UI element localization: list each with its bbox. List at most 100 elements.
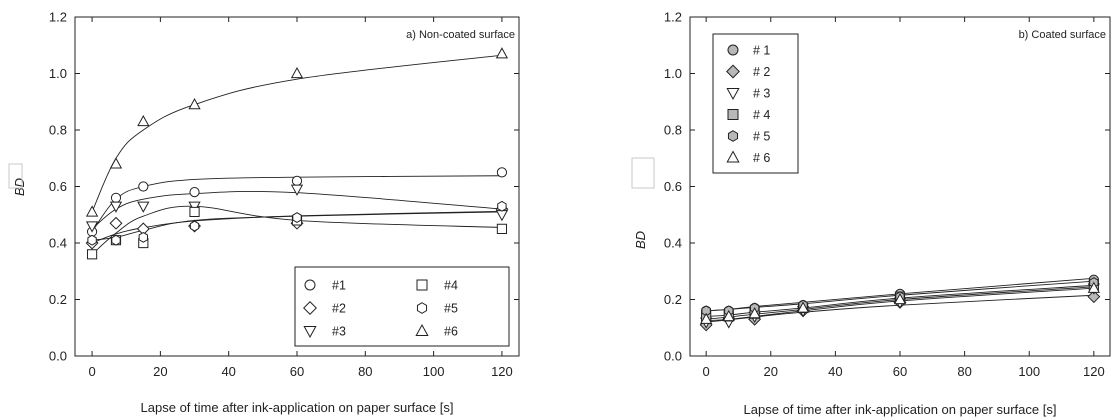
data-point-series-6	[1087, 281, 1100, 293]
y-label-placeholder-box	[8, 163, 23, 189]
x-tick-label: 0	[88, 364, 95, 379]
data-point-series-5	[87, 234, 97, 246]
legend-label-2: # 2	[753, 65, 770, 79]
data-point-series-6	[796, 301, 810, 313]
data-point-series-5	[189, 220, 200, 232]
axis-ticks: 0 20 40 60 80 100 120 0.0 0.2 0.4 0.6 0.8 1.0 1.2	[664, 10, 1110, 379]
legend: #1 #2 #3 #4 #5 #6	[303, 279, 458, 339]
data-point-series-1	[496, 167, 508, 178]
data-point-series-3	[85, 221, 99, 233]
y-tick-label: 0.2	[49, 292, 67, 307]
x-tick-label: 40	[828, 364, 842, 379]
data-point-series-6	[748, 307, 761, 319]
y-tick-label: 0.6	[49, 179, 67, 194]
data-point-series-6	[722, 309, 735, 322]
legend-label-5: #5	[444, 302, 458, 316]
y-axis-label: BD	[12, 178, 27, 196]
panel-annotation: b) Coated surface	[1019, 29, 1106, 41]
legend-label-2: #2	[332, 302, 346, 316]
y-axis-label: BD	[633, 231, 648, 249]
legend-label-4: #4	[444, 279, 458, 293]
data-point-series-1	[189, 187, 200, 198]
data-point-series-6	[85, 205, 99, 217]
legend-label-4: # 4	[753, 108, 770, 122]
legend: # 1 # 2 # 3 # 4 # 5 # 6	[726, 44, 770, 165]
data-point-series-6	[137, 114, 150, 127]
data-point-series-2	[109, 216, 123, 230]
data-point-series-6	[893, 292, 907, 305]
panel-annotation: a) Non-coated surface	[406, 29, 515, 41]
x-tick-label: 0	[703, 364, 710, 379]
data-point-series-3	[495, 210, 509, 222]
data-point-series-6	[700, 312, 713, 324]
y-tick-label: 0.6	[664, 179, 682, 194]
legend-marker-2	[726, 64, 740, 79]
legend-label-6: #6	[444, 325, 458, 339]
legend-label-1: # 1	[753, 44, 770, 58]
y-tick-label: 0.2	[664, 292, 682, 307]
data-point-series-6	[290, 66, 304, 79]
legend-label-3: # 3	[753, 87, 770, 101]
data-point-series-1	[110, 192, 122, 203]
data-point-series-1	[138, 181, 149, 192]
y-tick-label: 1.0	[49, 66, 67, 81]
x-tick-label: 80	[358, 364, 372, 379]
legend-box	[294, 266, 510, 347]
x-axis-label: Lapse of time after ink-application on p…	[744, 402, 1057, 417]
y-tick-label: 0.8	[49, 123, 67, 138]
x-tick-label: 60	[893, 364, 907, 379]
y-tick-label: 0.0	[664, 349, 682, 364]
data-point-series-5	[292, 212, 302, 223]
x-axis-label: Lapse of time after ink-application on p…	[141, 400, 454, 415]
legend-marker-1	[727, 44, 739, 56]
y-tick-label: 0.0	[49, 349, 67, 364]
data-point-series-6	[188, 98, 201, 110]
legend-marker-1	[304, 279, 316, 291]
axis-ticks: 0 20 40 60 80 100 120 0.0 0.2 0.4 0.6 0.8 1.0 1.2	[49, 10, 519, 379]
x-tick-label: 20	[153, 364, 167, 379]
legend-marker-5	[727, 130, 739, 142]
data-point-series-2	[1087, 290, 1101, 304]
x-tick-label: 40	[221, 364, 235, 379]
data-point-series-3	[109, 201, 123, 213]
y-tick-label: 0.4	[49, 236, 67, 251]
legend-label-5: # 5	[753, 130, 770, 144]
legend-marker-3	[303, 326, 317, 339]
x-tick-label: 80	[957, 364, 971, 379]
legend-marker-3	[726, 88, 740, 101]
chart-panel-b: b) Coated surface Lapse of time after in…	[631, 10, 1111, 417]
data-point-series-4	[189, 206, 200, 218]
y-tick-label: 1.2	[49, 10, 67, 25]
y-tick-label: 1.0	[664, 66, 682, 81]
data-point-series-5	[497, 200, 507, 212]
data-point-series-4	[86, 249, 98, 260]
legend-marker-4	[416, 279, 428, 291]
data-point-series-5	[111, 234, 121, 246]
x-tick-label: 20	[764, 364, 778, 379]
x-tick-label: 120	[491, 364, 513, 379]
y-label-placeholder-box	[631, 157, 655, 189]
legend-marker-6	[726, 150, 740, 163]
data-point-series-3	[290, 184, 304, 196]
legend-marker-6	[415, 323, 429, 336]
data-markers	[85, 47, 509, 260]
data-point-series-6	[495, 47, 509, 59]
x-tick-label: 60	[290, 364, 304, 379]
x-tick-label: 100	[1018, 364, 1040, 379]
y-tick-label: 1.2	[664, 10, 682, 25]
legend-marker-2	[303, 301, 317, 315]
data-point-series-3	[137, 201, 150, 213]
y-tick-label: 0.8	[664, 123, 682, 138]
data-markers	[699, 274, 1101, 332]
legend-label-1: #1	[332, 279, 346, 293]
y-tick-label: 0.4	[664, 236, 682, 251]
legend-label-3: #3	[332, 325, 346, 339]
legend-marker-4	[727, 109, 739, 120]
chart-panel-a: a) Non-coated surface Lapse of time afte…	[8, 10, 520, 415]
x-tick-label: 100	[423, 364, 445, 379]
legend-box	[712, 33, 799, 174]
data-point-series-5	[138, 231, 148, 243]
data-point-series-1	[291, 175, 303, 186]
data-point-series-6	[109, 157, 123, 169]
